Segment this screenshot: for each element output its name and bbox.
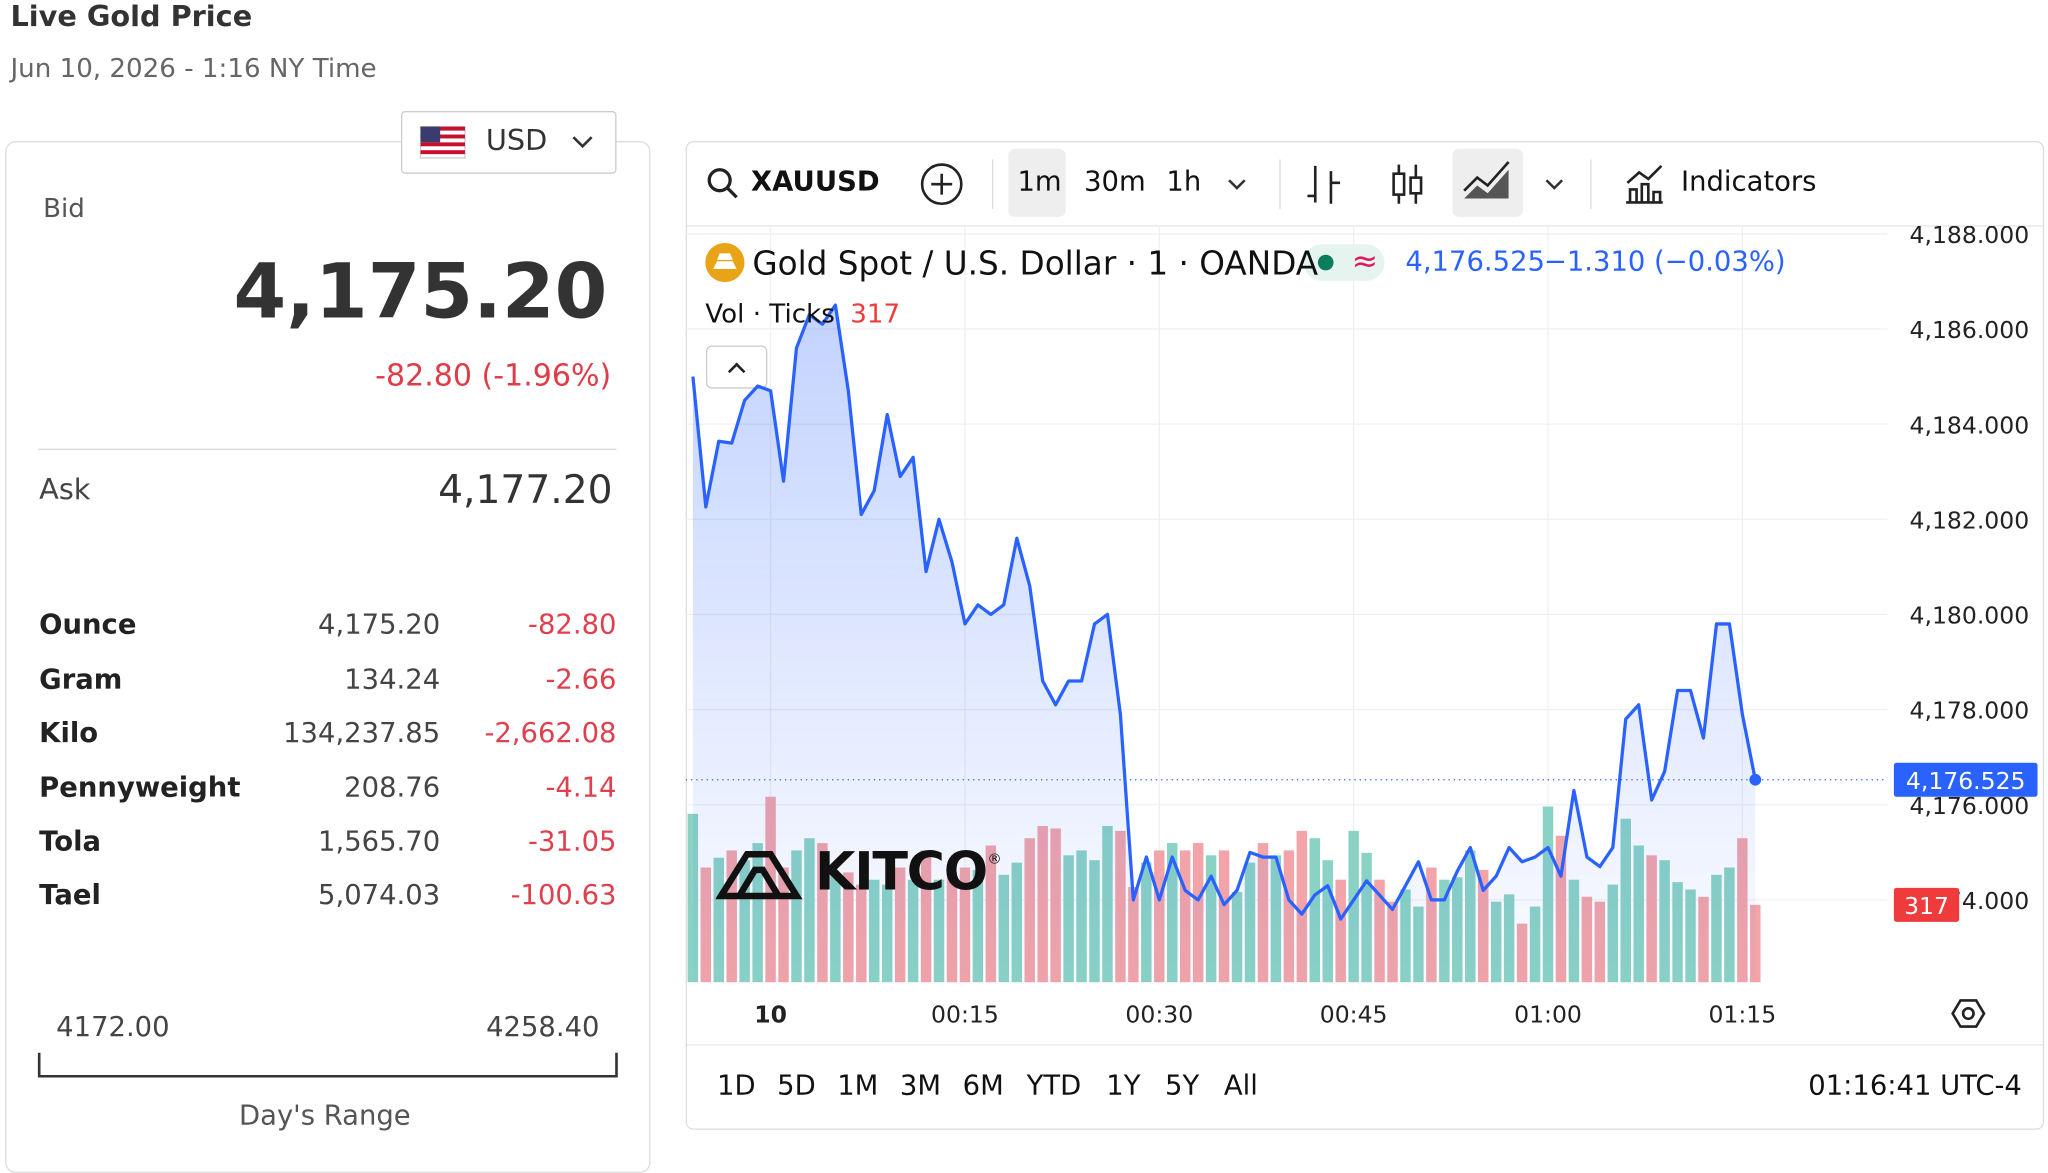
price-area [692,305,1756,983]
range-high: 4258.40 [486,1010,600,1043]
unit-change: -100.63 [510,879,617,911]
volume-name: Vol · Ticks [705,297,835,330]
search-icon [707,168,738,199]
page: ≈ 4,174.000 4,176.000 4,178.000 4,180.000 4,… [5,1,2045,1173]
legend-change: −1.310 (−0.03%) [1543,245,1786,277]
price-tag [1893,762,2038,797]
unit-change: -82.80 [528,608,617,640]
ask-price: 4,177.20 [438,467,613,514]
chart-panel [685,141,2045,1130]
chevron[interactable] [1228,179,1246,190]
y-tick-label: 4,186.000 [1910,316,2030,344]
range-button[interactable]: YTD [1026,1069,1082,1102]
y-tick-label: 4,178.000 [1910,697,2030,725]
chevron[interactable] [1545,179,1564,190]
unit-price: 1,565.70 [318,825,441,857]
x-tick-label: 10 [754,1001,787,1029]
range-button[interactable]: 5Y [1165,1069,1200,1102]
unit-change: -2,662.08 [484,717,617,749]
interval-button[interactable]: 1m [1017,165,1062,198]
volume-bar [687,813,699,983]
status-pill [1303,244,1385,281]
add-icon[interactable] [920,163,963,206]
kitco-logo-mark [715,850,803,900]
range-button[interactable]: All [1223,1069,1258,1102]
price-tag-label: 4,176.525 [1906,767,2026,795]
currency-label[interactable]: USD [485,125,548,159]
page-subtitle: Jun 10, 2026 - 1:16 NY Time [10,52,377,84]
unit-price: 134.24 [344,663,441,695]
y-tick-label: 4,184.000 [1910,411,2030,439]
unit-name: Kilo [39,717,99,749]
legend-price: 4,176.525 [1405,245,1545,277]
range-button[interactable]: 1D [717,1069,756,1102]
ask-label: Ask [39,474,91,507]
candles-icon[interactable] [1392,164,1423,204]
indicators-button[interactable]: Indicators [1680,165,1817,198]
settings-icon[interactable] [1951,999,1986,1028]
legend-volume: 317 [850,297,901,330]
range-button[interactable]: 3M [899,1069,942,1102]
unit-name: Tael [39,879,101,911]
range-low: 4172.00 [56,1010,170,1043]
logo-text: KITCO [815,842,988,903]
unit-name: Pennyweight [39,771,241,804]
selected-style [1452,148,1523,217]
unit-change: -2.66 [545,663,617,695]
chevron [572,136,593,149]
unit-change: -31.05 [528,825,617,857]
x-tick-label: 00:30 [1125,1001,1193,1029]
range-bracket [37,1052,618,1078]
symbol[interactable]: XAUUSD [751,165,880,198]
logo-mark: ® [987,850,1002,868]
unit-price: 5,074.03 [318,879,441,911]
x-tick-label: 01:15 [1708,1001,1776,1029]
selected-interval [1008,148,1066,217]
unit-price: 208.76 [344,771,441,804]
y-tick-label: 4,188.000 [1910,226,2030,249]
x-tick-label: 01:00 [1514,1001,1582,1029]
us-flag [419,126,466,159]
interval-button[interactable]: 30m [1084,165,1146,198]
volume-tag [1893,887,1960,922]
bid-label: Bid [43,191,85,224]
gold-icon [705,242,745,283]
bid-change: -82.80 (-1.96%) [375,359,612,394]
x-tick-label: 00:45 [1320,1001,1388,1029]
volume-bar [1296,830,1308,983]
page-title: Live Gold Price [10,1,253,34]
interval-button[interactable]: 1h [1166,165,1202,198]
indicators-icon[interactable] [1626,164,1663,204]
chart: 4,174.0004,176.0004,178.0004,180.0004,18… [685,225,2038,1029]
unit-name: Ounce [39,608,137,640]
last-price-dot [1749,773,1762,786]
range-button[interactable]: 6M [962,1069,1004,1102]
collapse-button[interactable] [705,345,768,389]
unit-name: Gram [39,663,123,695]
volume-bar [1750,904,1761,983]
bars-icon[interactable] [1307,165,1341,204]
unit-name: Tola [39,825,102,857]
range-label: Day's Range [239,1099,411,1132]
volume-tag-label: 317 [1904,892,1949,920]
area-icon[interactable] [1463,161,1510,199]
series-name: Gold Spot / U.S. Dollar · 1 · OANDA [752,244,1319,283]
unit-price: 134,237.85 [283,717,441,749]
bid-price: 4,175.20 [233,246,608,336]
clock: 01:16:41 UTC-4 [1808,1069,2022,1102]
range-button[interactable]: 5D [777,1069,816,1102]
range-button[interactable]: 1Y [1106,1069,1141,1102]
unit-price: 4,175.20 [318,608,441,640]
x-tick-label: 00:15 [931,1001,999,1029]
unit-change: -4.14 [545,771,617,804]
y-tick-label: 4,180.000 [1910,602,2030,630]
market-status [1317,254,1334,271]
icons: ≈ [37,126,2043,1078]
range-button[interactable]: 1M [837,1069,879,1102]
y-tick-label: 4,182.000 [1910,506,2030,534]
status-symbol: ≈ [1352,244,1378,280]
price-line [691,303,1757,921]
